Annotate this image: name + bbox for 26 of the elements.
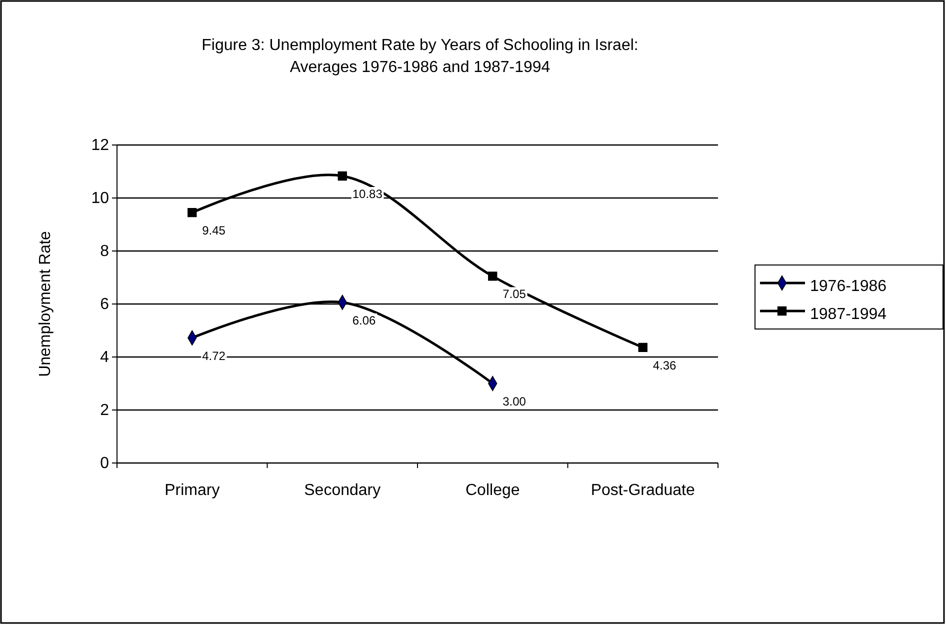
x-tick-label: Post-Graduate <box>590 482 695 499</box>
point <box>188 208 197 218</box>
legend-label: 1987-1994 <box>810 306 887 323</box>
x-tick-label: Primary <box>164 482 220 499</box>
data-label: 7.05 <box>502 287 526 302</box>
y-tick-label: 2 <box>100 402 110 420</box>
y-tick-label: 0 <box>100 455 110 472</box>
y-tick-label: 8 <box>100 243 110 260</box>
data-label: 10.83 <box>352 187 383 202</box>
y-tick-label: 4 <box>100 349 110 366</box>
y-tick-label: 10 <box>91 190 110 208</box>
legend-label: 1976-1986 <box>810 278 887 295</box>
data-label: 4.36 <box>652 358 677 372</box>
data-label: 3.00 <box>502 394 526 408</box>
y-tick-label: 12 <box>91 137 110 154</box>
chart-title: Figure 3: Unemployment Rate by Years of Schooling in Israel: Averages 1976-1986 and 1987-1994 <box>202 37 638 76</box>
point <box>488 272 498 281</box>
x-tick-label: College <box>465 482 520 499</box>
point <box>338 171 347 181</box>
y-tick-label: 6 <box>100 296 110 314</box>
data-label: 4.72 <box>202 348 226 363</box>
x-tick-label: Secondary <box>304 482 381 499</box>
data-label: 6.06 <box>352 313 376 328</box>
point <box>638 342 648 352</box>
y-axis-title: Unemployment Rate <box>37 230 54 377</box>
data-label: 9.45 <box>202 224 226 238</box>
